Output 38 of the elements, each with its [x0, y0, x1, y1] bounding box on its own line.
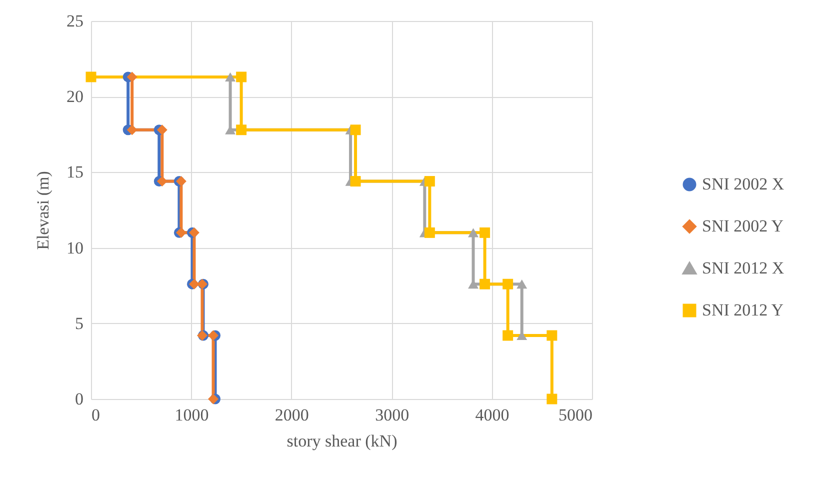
- x-tick-label: 1000: [174, 406, 209, 424]
- point: [350, 124, 361, 136]
- y-tick-label: 5: [75, 314, 84, 333]
- point: [126, 124, 138, 136]
- point: [424, 227, 435, 238]
- legend-label: SNI 2002 Y: [702, 216, 784, 236]
- legend-label: SNI 2012 X: [702, 258, 784, 278]
- x-tick-label: 3000: [375, 406, 410, 424]
- point: [236, 124, 247, 136]
- legend-label: SNI 2012 Y: [702, 300, 784, 320]
- point: [350, 176, 361, 187]
- y-tick-label: 0: [75, 390, 84, 408]
- point: [236, 72, 247, 82]
- point: [156, 124, 168, 136]
- point: [86, 72, 96, 82]
- point: [480, 227, 490, 238]
- point: [546, 394, 558, 404]
- x-tick-label: 5000: [558, 406, 592, 424]
- point: [516, 280, 528, 289]
- point: [156, 176, 168, 187]
- point: [126, 72, 138, 82]
- point: [468, 228, 479, 238]
- point: [546, 330, 558, 341]
- y-axis-title: Elevasi (m): [34, 171, 52, 250]
- y-tick-label: 10: [66, 238, 84, 258]
- y-tick-label: 15: [66, 162, 84, 182]
- point: [424, 176, 435, 187]
- legend-label: SNI 2002 X: [702, 174, 784, 194]
- y-tick-label: 25: [66, 12, 84, 30]
- point: [225, 72, 236, 82]
- x-tick-label: 0: [92, 406, 100, 424]
- x-tick-label: 2000: [274, 406, 309, 424]
- point: [480, 278, 490, 290]
- y-tick-label: 20: [66, 87, 84, 106]
- point: [502, 330, 514, 341]
- x-tick-label: 4000: [475, 406, 510, 424]
- point: [502, 278, 514, 290]
- x-axis-title: story shear (kN): [286, 432, 398, 450]
